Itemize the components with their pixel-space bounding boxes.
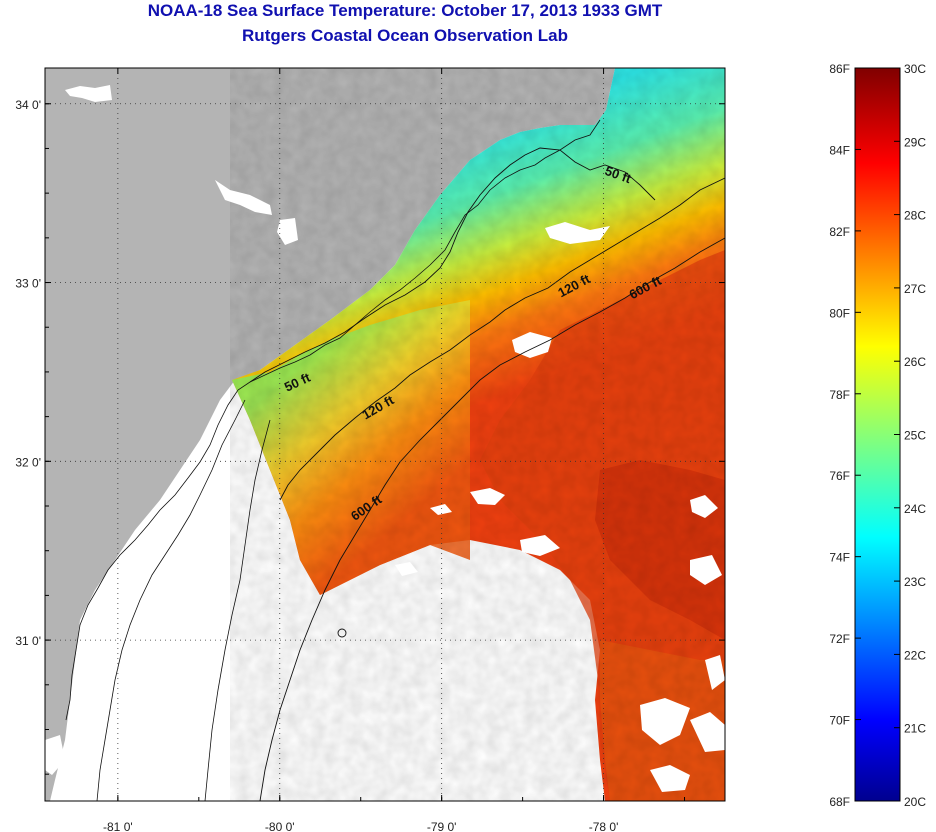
fahrenheit-tick-label: 80F — [829, 306, 850, 320]
cloud-gap — [520, 535, 560, 556]
cloud-gap — [640, 698, 690, 745]
lon-tick-label: -80 0' — [265, 820, 295, 832]
coastline-offshore — [204, 419, 271, 801]
cloud-gap — [690, 555, 722, 585]
celsius-tick-label: 29C — [904, 135, 926, 149]
lat-tick-label: 34 0' — [15, 98, 41, 112]
celsius-tick-label: 25C — [904, 429, 926, 443]
lon-tick-label: -81 0' — [103, 820, 133, 832]
contour-600ft — [259, 237, 725, 801]
colorbar-ticks: 30C 29C 28C 27C 26C 25C 24C 23C 22C 21C 20C 86F 84F 8… — [829, 62, 926, 809]
celsius-tick-label: 27C — [904, 282, 926, 296]
axis-labels: -81 0' -80 0' -79 0' -78 0' 34 0' 33 0' 32 0' 3… — [15, 98, 618, 832]
map-subtitle: Rutgers Coastal Ocean Observation Lab — [242, 26, 568, 45]
axis-ticks — [45, 68, 725, 801]
cloud-gap — [395, 562, 418, 576]
nodata-patch — [277, 218, 298, 245]
fahrenheit-tick-label: 70F — [829, 714, 850, 728]
celsius-tick-label: 30C — [904, 62, 926, 76]
contour-ring — [337, 628, 347, 638]
cloud-gap — [545, 222, 610, 244]
cloud-gap — [705, 655, 725, 690]
lon-tick-label: -79 0' — [427, 820, 457, 832]
lat-tick-label: 33 0' — [15, 277, 41, 291]
coastline — [65, 119, 601, 721]
graticule — [45, 68, 725, 801]
fahrenheit-tick-label: 78F — [829, 388, 850, 402]
cloud-gap — [690, 495, 718, 518]
cloud-gap — [512, 332, 552, 358]
lat-tick-label: 32 0' — [15, 455, 41, 469]
fahrenheit-tick-label: 82F — [829, 225, 850, 239]
celsius-tick-label: 24C — [904, 502, 926, 516]
lat-tick-label: 31 0' — [15, 634, 41, 648]
colorbar: 30C 29C 28C 27C 26C 25C 24C 23C 22C 21C 20C 86F 84F 8… — [829, 62, 926, 809]
nodata-patch — [65, 85, 112, 102]
cloud-gap — [470, 488, 505, 505]
lon-tick-label: -78 0' — [589, 820, 619, 832]
nodata-patch — [215, 180, 272, 215]
fahrenheit-tick-label: 84F — [829, 143, 850, 157]
fahrenheit-tick-label: 72F — [829, 632, 850, 646]
celsius-tick-label: 28C — [904, 209, 926, 223]
celsius-tick-label: 20C — [904, 795, 926, 809]
celsius-tick-label: 26C — [904, 355, 926, 369]
fahrenheit-tick-label: 86F — [829, 62, 850, 76]
fahrenheit-tick-label: 76F — [829, 469, 850, 483]
fahrenheit-tick-label: 68F — [829, 795, 850, 809]
contour-50ft — [249, 147, 656, 383]
cloud-gap — [430, 504, 452, 515]
map-title: NOAA-18 Sea Surface Temperature: October… — [147, 1, 663, 20]
celsius-tick-label: 21C — [904, 722, 926, 736]
nodata-patch — [45, 735, 65, 775]
plot-frame — [44, 67, 726, 802]
sst-noise — [230, 68, 725, 801]
cloud-gap — [690, 712, 725, 752]
land — [45, 68, 615, 801]
colorbar-gradient — [854, 67, 901, 802]
contour-120ft — [279, 177, 725, 501]
fahrenheit-tick-label: 74F — [829, 551, 850, 565]
celsius-tick-label: 23C — [904, 575, 926, 589]
celsius-tick-label: 22C — [904, 648, 926, 662]
cloud-gap — [650, 765, 690, 792]
